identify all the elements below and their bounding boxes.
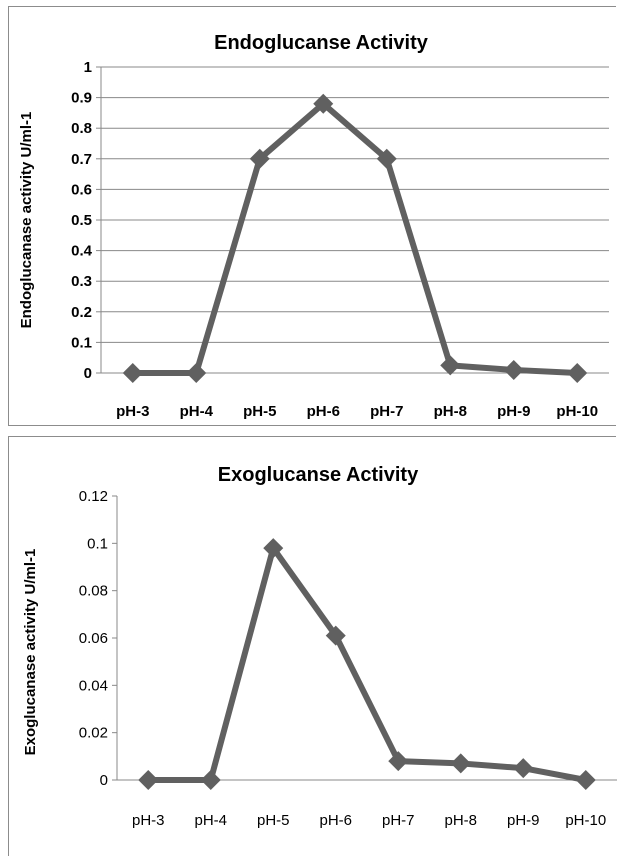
y-tick-label: 0.08 [79, 583, 108, 600]
series-line [129, 100, 581, 376]
exoglucanase-chart: Exoglucanse Activity Exoglucanase activi… [22, 464, 617, 829]
exoglucanase-chart-panel: Exoglucanse Activity Exoglucanase activi… [8, 436, 617, 856]
x-tick-label: pH-8 [444, 812, 477, 829]
x-tick-label: pH-9 [507, 812, 540, 829]
y-tick-label: 0.8 [71, 120, 92, 137]
axes [112, 495, 617, 781]
x-tick-label: pH-8 [434, 403, 467, 420]
x-tick-label: pH-3 [116, 403, 149, 420]
x-tick-labels: pH-3 pH-4 pH-5 pH-6 pH-7 pH-8 pH-9 pH-10 [132, 812, 606, 829]
data-point [376, 148, 397, 169]
data-point [138, 770, 159, 790]
y-tick-label: 1 [84, 59, 92, 76]
endoglucanase-chart-panel: Endoglucanse Activity Endoglucanase acti… [8, 6, 616, 426]
x-tick-label: pH-4 [194, 812, 227, 829]
x-tick-label: pH-7 [382, 812, 415, 829]
data-point [263, 538, 284, 559]
x-tick-label: pH-5 [243, 403, 276, 420]
x-tick-label: pH-3 [132, 812, 165, 829]
endoglucanase-chart: Endoglucanse Activity Endoglucanase acti… [18, 32, 609, 420]
x-tick-label: pH-10 [565, 812, 606, 829]
y-tick-label: 0.04 [79, 677, 108, 694]
y-tick-label: 0.12 [79, 488, 108, 505]
y-tick-label: 0.2 [71, 304, 92, 321]
y-tick-label: 0.1 [71, 334, 92, 351]
data-point [575, 770, 596, 790]
y-tick-label: 0.9 [71, 90, 92, 107]
data-point [200, 770, 221, 790]
data-point [122, 363, 143, 383]
x-tick-label: pH-7 [370, 403, 403, 420]
x-tick-labels: pH-3 pH-4 pH-5 pH-6 pH-7 pH-8 pH-9 pH-10 [116, 403, 598, 420]
y-tick-label: 0.3 [71, 273, 92, 290]
y-axis-label: Endoglucanase activity U/ml-1 [18, 112, 35, 329]
data-point [440, 355, 461, 376]
data-point [388, 751, 409, 772]
x-tick-label: pH-5 [257, 812, 290, 829]
y-tick-label: 0.1 [87, 535, 108, 552]
x-tick-label: pH-9 [497, 403, 530, 420]
chart-title: Exoglucanse Activity [218, 464, 419, 486]
x-tick-label: pH-6 [307, 403, 340, 420]
series [122, 93, 588, 383]
y-tick-label: 0.06 [79, 630, 108, 647]
y-tick-labels: 0 0.02 0.04 0.06 0.08 0.1 0.12 [79, 488, 108, 789]
series-line [145, 545, 589, 783]
y-tick-label: 0.5 [71, 212, 92, 229]
y-tick-label: 0.6 [71, 181, 92, 198]
y-tick-label: 0 [84, 365, 92, 382]
data-point [503, 359, 524, 380]
series [138, 538, 596, 790]
data-point [513, 758, 534, 779]
data-point [450, 753, 471, 774]
data-point [249, 148, 270, 169]
gridlines [101, 66, 609, 343]
y-tick-labels: 0 0.1 0.2 0.3 0.4 0.5 0.6 0.7 0.8 0.9 1 [71, 59, 93, 382]
y-tick-label: 0.02 [79, 725, 108, 742]
y-tick-label: 0.4 [71, 243, 93, 260]
y-axis-label: Exoglucanase activity U/ml-1 [22, 549, 39, 756]
data-point [186, 363, 207, 383]
x-tick-label: pH-10 [556, 403, 598, 420]
data-point [567, 363, 588, 383]
data-point [325, 625, 346, 646]
chart-title: Endoglucanse Activity [214, 32, 429, 54]
x-tick-label: pH-6 [319, 812, 352, 829]
x-tick-label: pH-4 [180, 403, 214, 420]
data-point [313, 93, 334, 114]
y-tick-label: 0 [100, 772, 108, 789]
y-tick-label: 0.7 [71, 151, 92, 168]
